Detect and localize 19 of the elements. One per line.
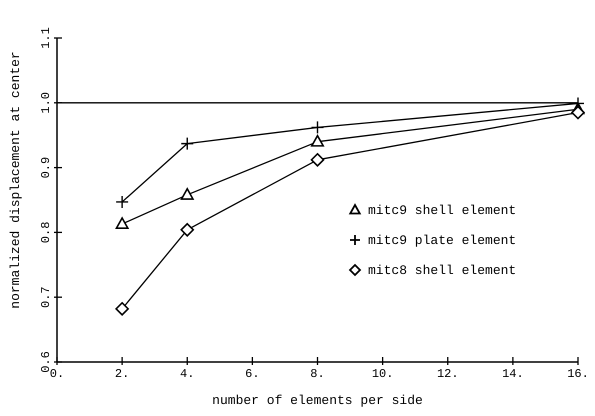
y-tick-label: 0.8 bbox=[39, 222, 53, 244]
x-tick-label: 4. bbox=[180, 367, 194, 381]
legend-label: mitc9 shell element bbox=[368, 203, 516, 218]
y-tick-label: 0.7 bbox=[39, 286, 53, 308]
x-tick-label: 16. bbox=[567, 367, 589, 381]
y-axis-title: normalized displacement at center bbox=[8, 51, 23, 309]
x-tick-label: 10. bbox=[372, 367, 394, 381]
y-tick-label: 1.1 bbox=[39, 27, 53, 49]
x-tick-label: 2. bbox=[114, 367, 130, 381]
y-tick-label: 0.9 bbox=[39, 156, 53, 178]
x-tick-label: 12. bbox=[436, 367, 459, 381]
y-tick-label: 1.0 bbox=[39, 92, 53, 114]
legend-label: mitc8 shell element bbox=[368, 263, 516, 278]
x-tick-label: 14. bbox=[502, 367, 524, 381]
x-tick-label: 6. bbox=[245, 367, 260, 381]
x-tick-label: 0. bbox=[50, 367, 64, 381]
x-axis-title: number of elements per side bbox=[212, 393, 423, 408]
legend-label: mitc9 plate element bbox=[368, 233, 516, 248]
x-tick-label: 8. bbox=[310, 367, 325, 381]
